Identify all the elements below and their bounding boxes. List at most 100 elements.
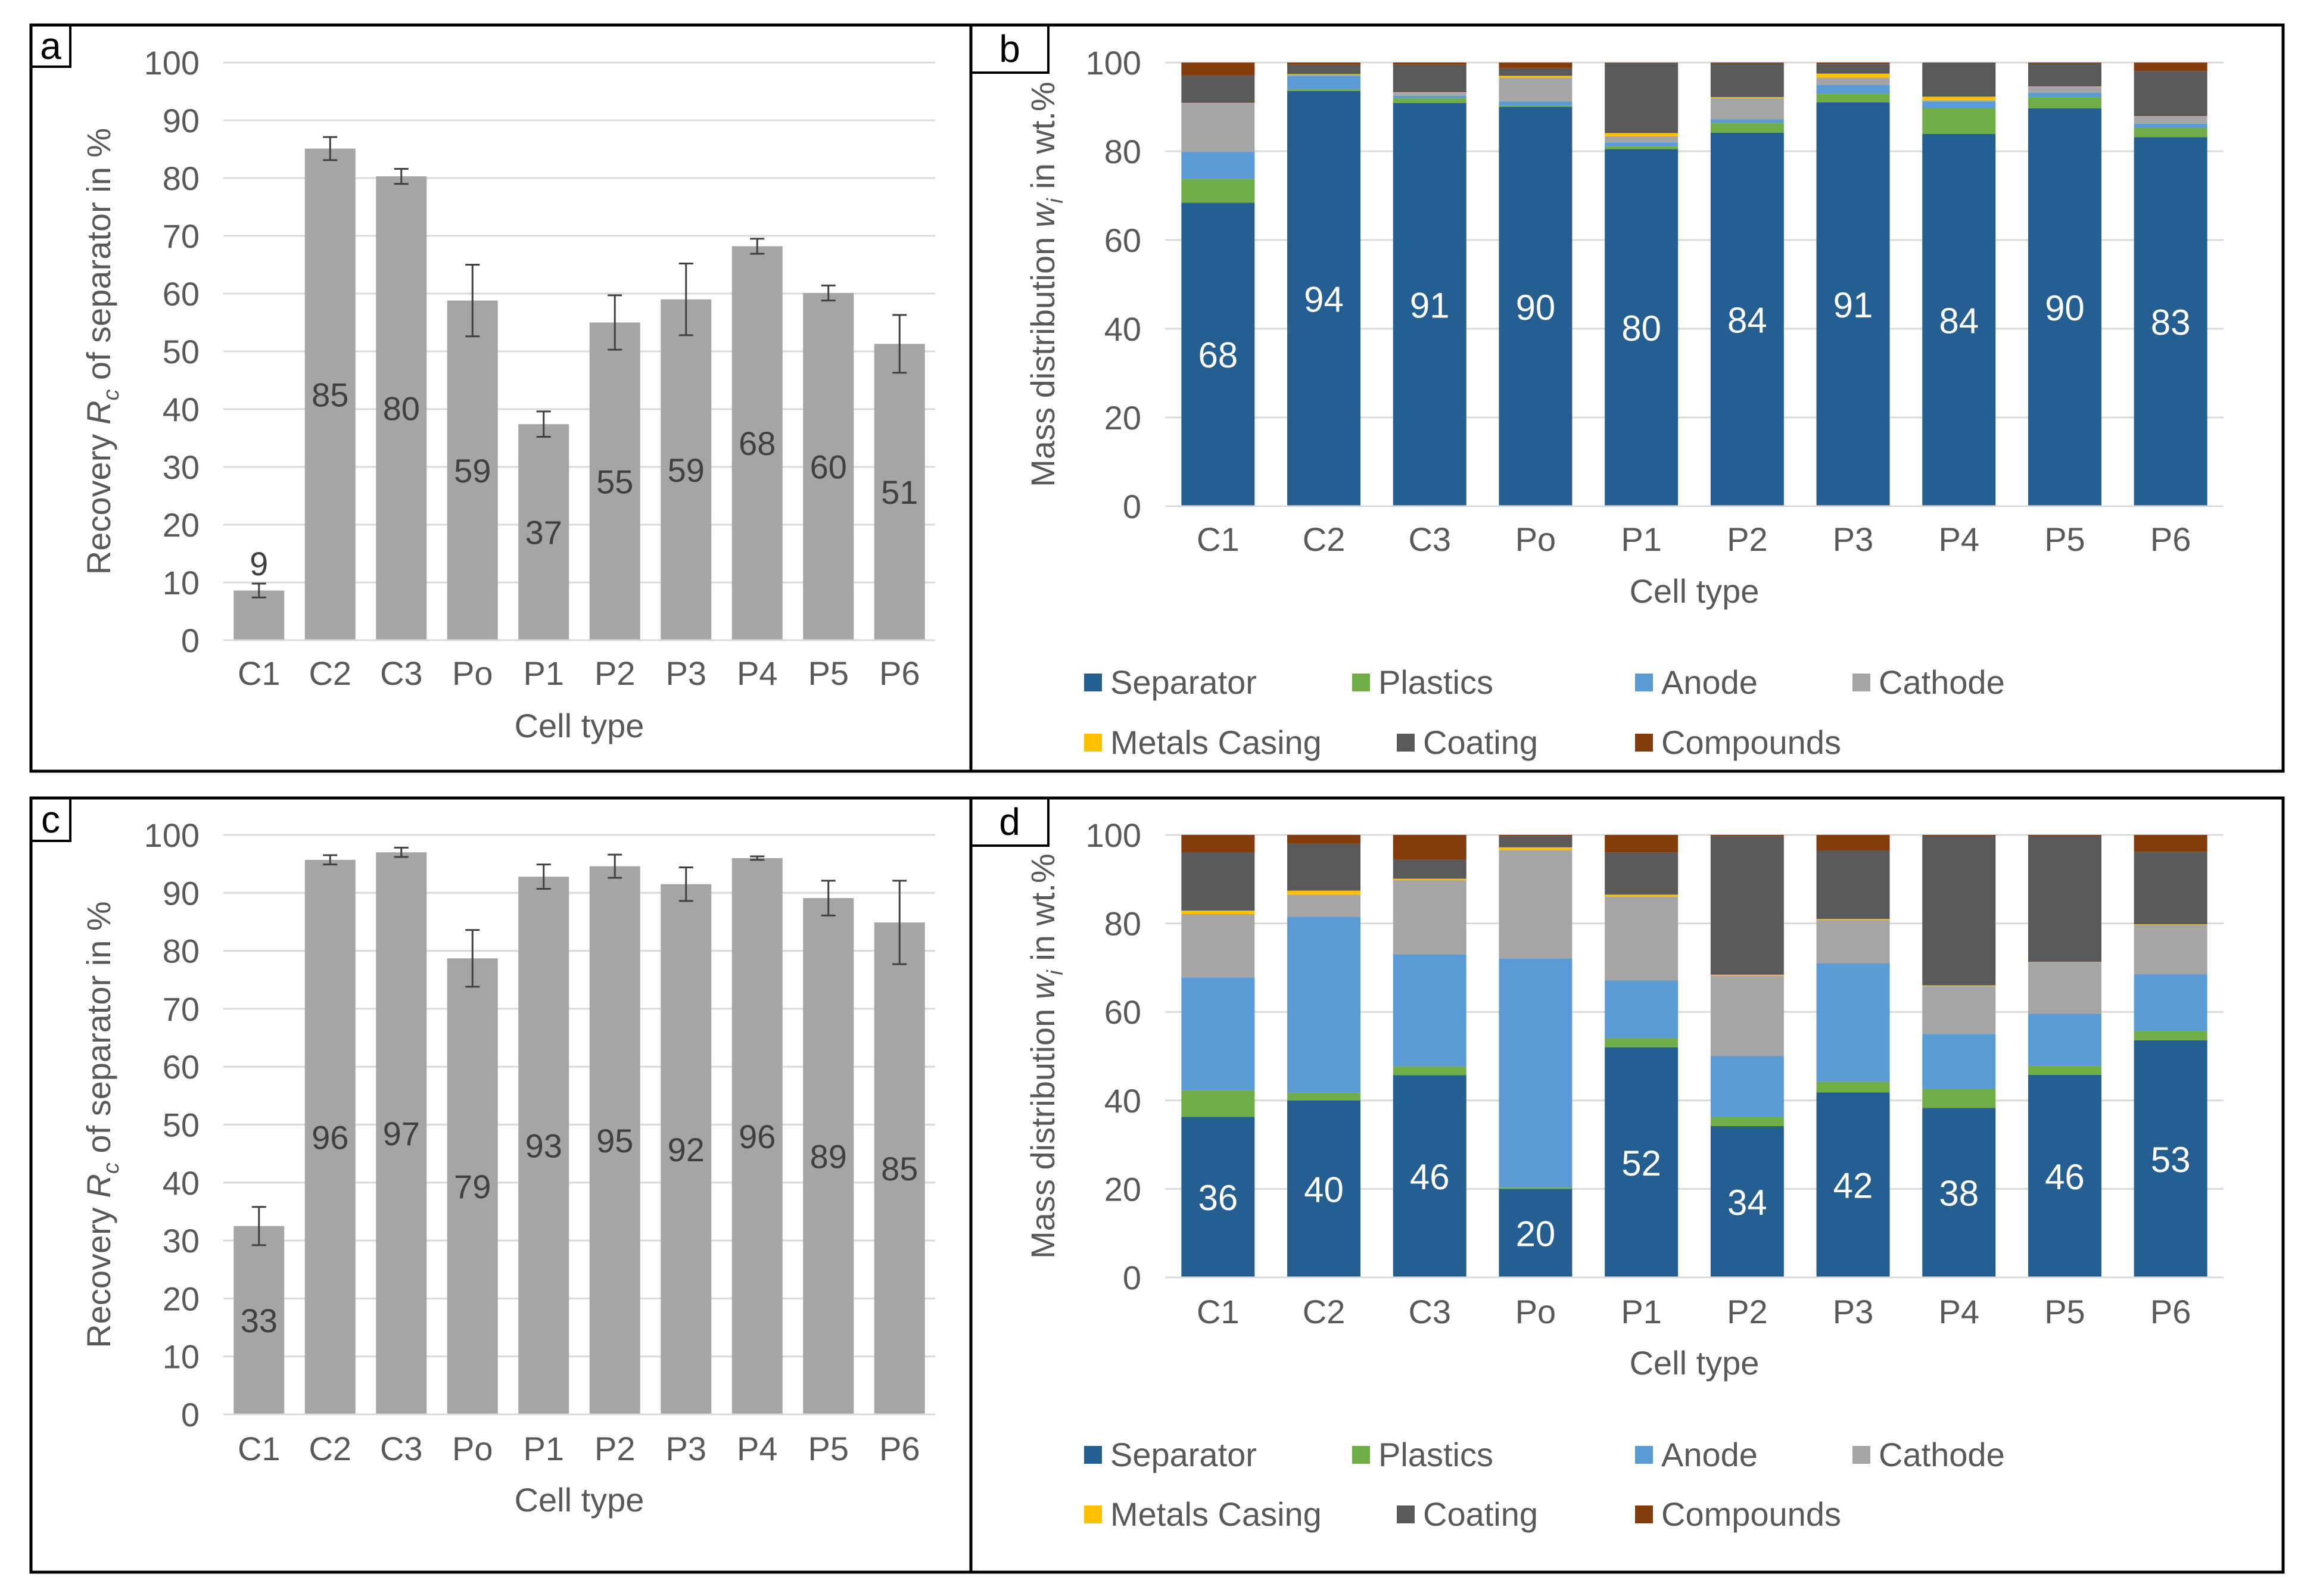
panel-label: a (40, 24, 61, 67)
bar-segment-anode (1816, 85, 1890, 94)
y-tick-label: 100 (144, 44, 200, 82)
bar-segment-cathode (1710, 975, 1784, 1056)
data-label: 59 (668, 451, 705, 489)
data-label: 94 (1304, 279, 1344, 319)
y-tick-label: 20 (163, 506, 200, 544)
bar-segment-separator (1710, 1126, 1784, 1277)
legend-swatch (1397, 734, 1415, 752)
bar-segment-coating (1816, 64, 1890, 74)
bar-segment-anode (1287, 76, 1361, 89)
bar-segment-compounds (2134, 835, 2207, 852)
bar-segment-separator (1499, 1189, 1573, 1277)
bar-segment-coating (2028, 63, 2101, 87)
bar-segment-compounds (1181, 63, 1255, 76)
legend-label: Metals Casing (1110, 724, 1322, 761)
bar (376, 176, 427, 641)
bar-segment-plastics (1393, 98, 1466, 103)
x-tick-label: C1 (238, 1430, 281, 1467)
legend-swatch (1635, 734, 1653, 752)
data-label: 91 (1410, 285, 1450, 325)
y-tick-label: 80 (163, 933, 200, 970)
y-axis-title-part: Mass distribution (1024, 227, 1061, 487)
bar-segment-anode (1181, 977, 1255, 1090)
legend-swatch (1635, 1446, 1653, 1464)
bar-segment-plastics (1922, 107, 1996, 134)
bar-segment-coating (1816, 850, 1890, 919)
legend-swatch (1852, 674, 1870, 691)
bar-segment-metals-casing (1499, 76, 1573, 78)
bar-segment-metals-casing (1181, 102, 1255, 104)
bar-segment-cathode (1605, 896, 1679, 981)
legend-label: Separator (1110, 663, 1257, 701)
y-tick-label: 40 (1104, 1082, 1141, 1120)
x-axis-title: Cell type (515, 1481, 644, 1519)
y-axis-title-part: Recovery (80, 1198, 117, 1348)
bar-segment-plastics (2028, 1065, 2101, 1075)
bar-segment-plastics (2134, 1031, 2207, 1040)
bar-segment-metals-casing (2028, 86, 2101, 87)
bar-segment-separator (1816, 102, 1890, 507)
bar-segment-metals-casing (1393, 878, 1466, 880)
bar-segment-cathode (1605, 136, 1679, 143)
data-label: 89 (810, 1138, 847, 1176)
data-label: 52 (1621, 1143, 1661, 1183)
bar (803, 293, 854, 640)
legend-label: Plastics (1378, 663, 1493, 701)
panel-label-box (30, 797, 71, 842)
bar-segment-coating (2134, 852, 2207, 925)
bar-segment-coating (1287, 843, 1361, 891)
bar-segment-coating (1181, 852, 1255, 911)
panel-b: 0 20 40 60 80 100 68 94 91 90 80 84 91 84 90 83 C1 C2 C3 Po… (970, 24, 2224, 761)
y-tick-label: 10 (163, 1338, 200, 1376)
legend-swatch (1084, 1505, 1102, 1523)
data-label: 37 (525, 514, 562, 551)
y-tick-label: 80 (1104, 905, 1141, 943)
bar-segment-coating (1922, 63, 1996, 97)
x-tick-label: C2 (1303, 520, 1346, 558)
data-label: 92 (668, 1131, 705, 1168)
bar-segment-cathode (1922, 986, 1996, 1034)
y-tick-label: 20 (1104, 1170, 1141, 1208)
bar-segment-compounds (2134, 63, 2207, 71)
legend-label: Anode (1661, 663, 1758, 701)
bar-segment-cathode (2028, 962, 2101, 1014)
y-tick-label: 0 (1123, 488, 1141, 525)
y-axis-title-variable: R (80, 401, 117, 425)
bar-segment-coating (1605, 63, 1679, 133)
bar-segment-cathode (1816, 77, 1890, 85)
data-label: 34 (1727, 1183, 1767, 1223)
bar-segment-coating (2134, 71, 2207, 117)
bar-segment-plastics (1816, 1081, 1890, 1093)
y-tick-label: 0 (181, 1396, 200, 1433)
bar-segment-coating (1710, 836, 1784, 975)
data-label: 96 (739, 1118, 776, 1155)
data-label: 40 (1304, 1170, 1344, 1210)
x-tick-label: Po (452, 654, 493, 692)
bar-segment-compounds (1287, 63, 1361, 65)
bar-segment-metals-casing (2134, 116, 2207, 117)
bar-segment-separator (1287, 1100, 1361, 1277)
data-label: 36 (1198, 1178, 1238, 1218)
y-tick-label: 90 (163, 874, 200, 912)
bar-segment-compounds (1922, 835, 1996, 836)
bar-segment-cathode (1710, 98, 1784, 120)
panel-frames (29, 23, 2285, 1574)
bar-segment-anode (2028, 1014, 2101, 1066)
bar-segment-cathode (1181, 914, 1255, 978)
legend-swatch (1084, 734, 1102, 752)
bar-segment-separator (1710, 132, 1784, 506)
y-axis-title-part: in wt.% (1024, 82, 1061, 198)
x-tick-label: P2 (594, 1430, 636, 1467)
y-axis-title-subscript: c (99, 1162, 124, 1174)
bar-segment-cathode (1393, 880, 1466, 955)
bar-segment-coating (1393, 859, 1466, 879)
bar (731, 246, 783, 641)
legend-swatch (1635, 1505, 1653, 1523)
panel-label-box (970, 24, 1050, 74)
y-tick-label: 60 (1104, 222, 1141, 259)
bar-segment-metals-casing (1287, 890, 1361, 895)
data-label: 55 (596, 463, 633, 500)
y-axis-title: Mass distribution wi in wt.% (1024, 82, 1068, 487)
y-tick-label: 20 (163, 1280, 200, 1317)
legend-label: Coating (1423, 724, 1538, 761)
